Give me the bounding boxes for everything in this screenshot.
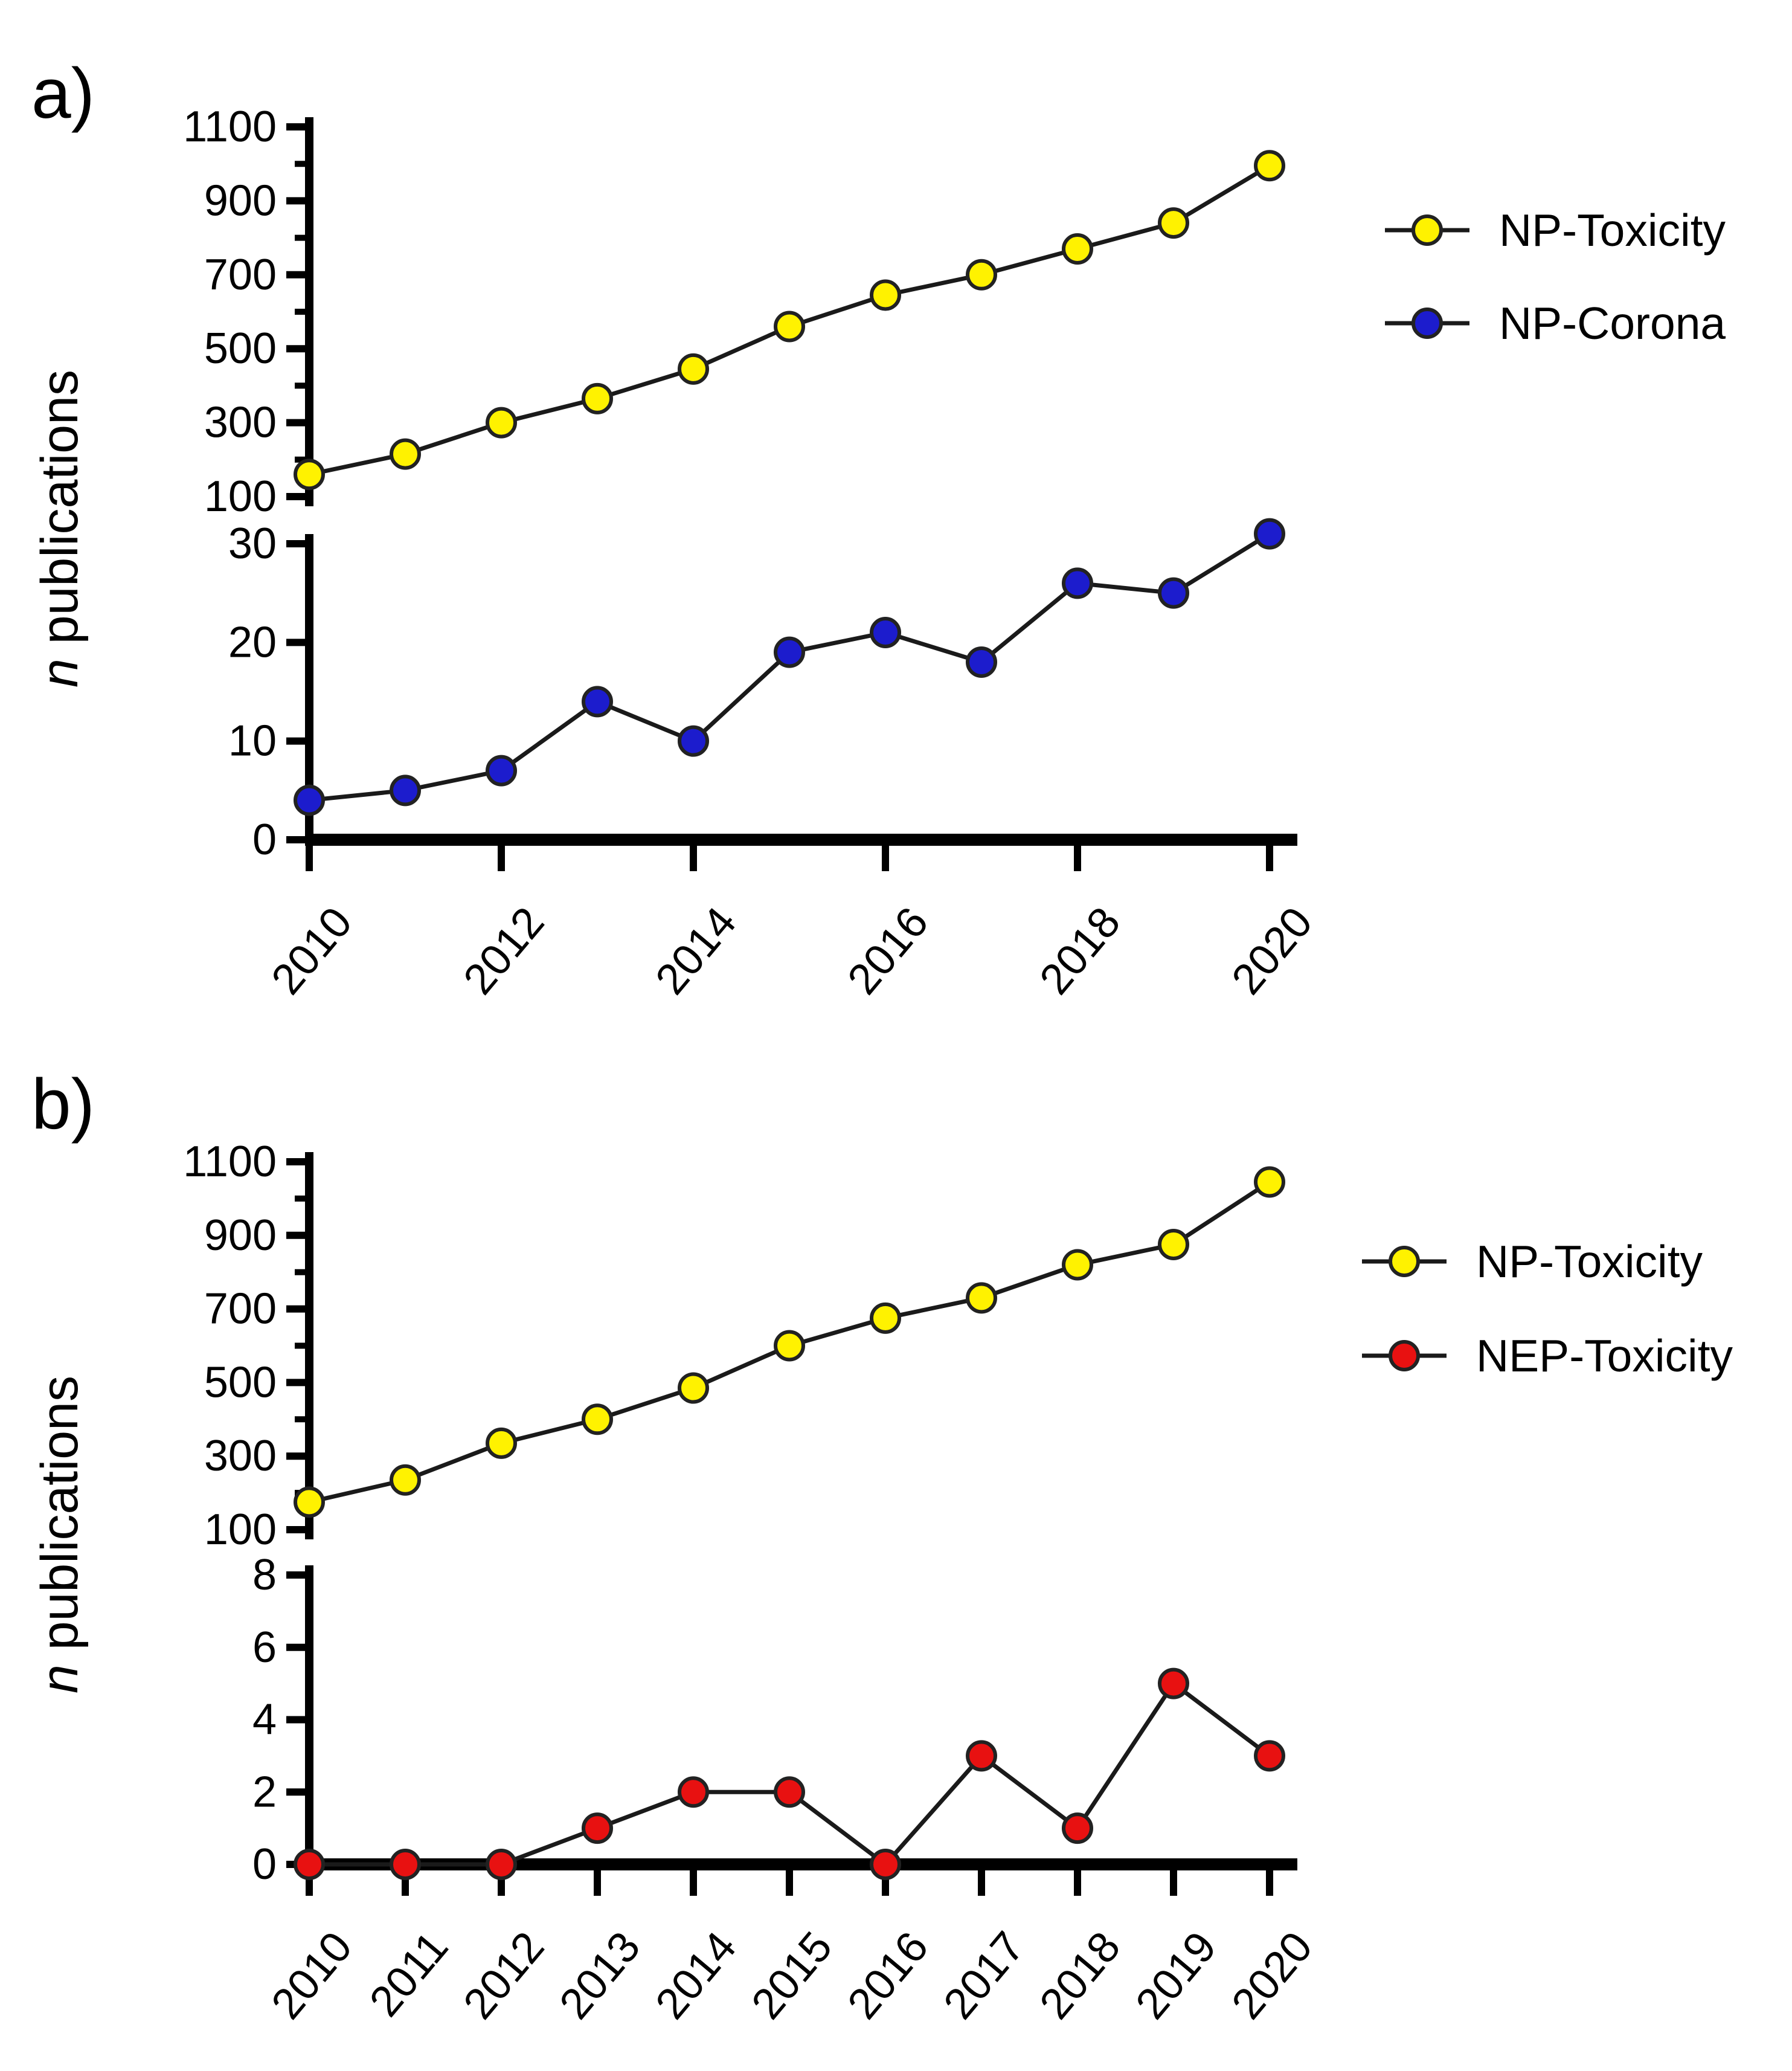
legend-marker-icon — [1389, 1340, 1420, 1371]
data-point-NP-Toxicity — [390, 1464, 421, 1496]
data-point-NP-Toxicity — [966, 1282, 997, 1314]
x-tick-label: 2017 — [934, 1923, 1033, 2028]
data-point-NEP-Toxicity — [1062, 1812, 1093, 1844]
x-tick-label: 2011 — [361, 1923, 458, 2026]
y-tick-label: 0 — [252, 816, 277, 864]
y-tick-label: 500 — [204, 324, 277, 373]
data-point-NP-Toxicity — [1158, 1229, 1189, 1261]
data-point-NP-Toxicity — [1254, 150, 1285, 182]
x-tick-label: 2012 — [454, 1923, 553, 2028]
data-point-NEP-Toxicity — [1254, 1740, 1285, 1772]
x-tick-label: 2018 — [1030, 1923, 1129, 2028]
y-tick-label: 1100 — [183, 1138, 277, 1186]
data-point-NP-Corona — [486, 755, 517, 787]
y-tick-label: 4 — [252, 1696, 277, 1744]
legend-marker-icon — [1411, 214, 1443, 246]
y-tick-label: 100 — [204, 472, 277, 521]
legend-marker-icon — [1411, 308, 1443, 339]
data-point-NP-Corona — [1062, 567, 1093, 599]
data-point-NEP-Toxicity — [774, 1776, 805, 1808]
data-point-NP-Corona — [966, 646, 997, 678]
y-tick-label: 20 — [228, 618, 277, 666]
data-point-NEP-Toxicity — [870, 1849, 901, 1880]
data-point-NEP-Toxicity — [966, 1740, 997, 1772]
x-tick-label: 2019 — [1126, 1923, 1225, 2028]
y-axis-label: n publications — [31, 370, 89, 688]
data-point-NP-Toxicity — [1254, 1166, 1285, 1198]
data-point-NEP-Toxicity — [678, 1776, 709, 1808]
y-tick-label: 700 — [204, 251, 277, 299]
data-point-NP-Toxicity — [1062, 1249, 1093, 1281]
data-point-NEP-Toxicity — [1158, 1667, 1189, 1699]
x-tick-label: 2014 — [646, 1923, 745, 2028]
data-point-NP-Toxicity — [870, 279, 901, 311]
data-point-NP-Toxicity — [678, 1372, 709, 1404]
x-tick-label: 2020 — [1222, 898, 1322, 1003]
data-point-NP-Toxicity — [486, 1427, 517, 1459]
y-tick-label: 1100 — [183, 103, 277, 151]
data-point-NP-Toxicity — [966, 259, 997, 291]
data-point-NP-Corona — [774, 636, 805, 668]
data-point-NEP-Toxicity — [390, 1849, 421, 1880]
data-point-NP-Corona — [870, 617, 901, 648]
data-point-NP-Corona — [390, 775, 421, 807]
data-point-NP-Corona — [1254, 518, 1285, 550]
legend-label: NEP-Toxicity — [1476, 1330, 1733, 1381]
y-tick-label: 0 — [252, 1840, 277, 1889]
series-line-NEP-Toxicity — [309, 1680, 1271, 1867]
data-point-NP-Corona — [1158, 577, 1189, 609]
data-point-NEP-Toxicity — [582, 1812, 613, 1844]
data-point-NP-Toxicity — [582, 382, 613, 414]
y-axis-label: n publications — [31, 1376, 89, 1693]
data-point-NP-Toxicity — [774, 1330, 805, 1362]
y-tick-label: 900 — [204, 1211, 277, 1260]
x-tick-label: 2015 — [742, 1923, 841, 2028]
data-point-NP-Toxicity — [1158, 207, 1189, 239]
x-tick-label: 2018 — [1030, 898, 1129, 1003]
data-point-NEP-Toxicity — [486, 1849, 517, 1880]
y-tick-label: 300 — [204, 399, 277, 447]
y-tick-label: 900 — [204, 176, 277, 225]
y-tick-label: 2 — [252, 1768, 277, 1816]
y-tick-label: 700 — [204, 1285, 277, 1333]
data-point-NP-Toxicity — [1062, 233, 1093, 265]
y-tick-label: 30 — [228, 520, 277, 568]
y-tick-label: 300 — [204, 1432, 277, 1480]
legend-label: NP-Toxicity — [1476, 1236, 1703, 1287]
legend-label: NP-Toxicity — [1499, 205, 1726, 256]
x-tick-label: 2010 — [262, 898, 361, 1003]
data-point-NP-Corona — [678, 725, 709, 757]
x-tick-label: 2020 — [1222, 1923, 1322, 2028]
panel-b-label: b) — [31, 1064, 95, 1144]
data-point-NP-Corona — [582, 686, 613, 718]
panel-a-label: a) — [31, 54, 95, 134]
x-tick-label: 2016 — [838, 1923, 937, 2028]
data-point-NP-Toxicity — [294, 1486, 325, 1518]
data-point-NP-Toxicity — [390, 438, 421, 470]
data-point-NP-Toxicity — [870, 1302, 901, 1334]
x-tick-label: 2012 — [454, 898, 553, 1003]
y-tick-label: 6 — [252, 1623, 277, 1672]
data-point-NP-Toxicity — [582, 1403, 613, 1435]
data-point-NP-Toxicity — [486, 407, 517, 439]
legend-label: NP-Corona — [1499, 298, 1726, 349]
x-tick-label: 2016 — [838, 898, 937, 1003]
data-point-NP-Corona — [294, 784, 325, 816]
x-tick-label: 2014 — [646, 898, 745, 1003]
data-point-NP-Toxicity — [678, 353, 709, 385]
y-tick-label: 100 — [204, 1506, 277, 1554]
data-point-NP-Toxicity — [774, 311, 805, 343]
legend-marker-icon — [1389, 1246, 1420, 1277]
data-point-NEP-Toxicity — [294, 1849, 325, 1880]
x-tick-label: 2010 — [262, 1923, 361, 2028]
x-tick-label: 2013 — [550, 1923, 649, 2028]
data-point-NP-Toxicity — [294, 459, 325, 491]
y-tick-label: 500 — [204, 1358, 277, 1406]
y-tick-label: 8 — [252, 1551, 277, 1599]
y-tick-label: 10 — [228, 717, 277, 765]
